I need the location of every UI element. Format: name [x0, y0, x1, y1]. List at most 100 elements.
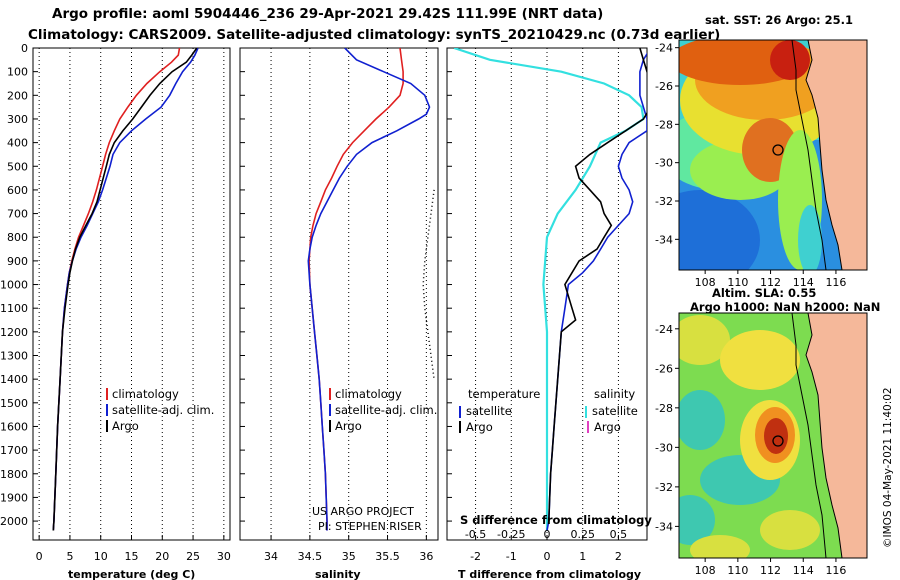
lon-tick-label: 112: [760, 564, 781, 577]
x-tick-label: 34.5: [298, 550, 323, 563]
lat-tick-label: -26: [655, 362, 673, 375]
depth-tick-label: 1900: [0, 491, 28, 504]
sst-map-title: sat. SST: 26 Argo: 25.1: [705, 13, 853, 27]
x-tick-label: 20: [155, 550, 169, 563]
x-top-tick-label: 0: [544, 528, 551, 541]
lon-tick-label: 116: [825, 564, 846, 577]
x-top-tick-label: 0.25: [570, 528, 595, 541]
legend-t-satellite: satellite: [466, 404, 512, 418]
legend-salinity-heading: salinity: [594, 387, 635, 401]
salinity-credit-line-1: US ARGO PROJECT: [312, 505, 414, 518]
lon-tick-label: 110: [727, 564, 748, 577]
sst-map-coastline: [805, 40, 867, 270]
lat-tick-label: -28: [655, 118, 673, 131]
salinity-panel: 34 34.5 35 35.5 36 salinity US ARGO PROJECT …: [239, 47, 439, 580]
sst-argo-position-marker: [772, 144, 784, 156]
x-tick-label: -1: [506, 550, 517, 563]
temp-satellite-line: [52, 48, 199, 531]
x-tick-label: -2: [470, 550, 481, 563]
t-difference-axis-label: T difference from climatology: [458, 568, 641, 580]
depth-tick-label: 1000: [0, 279, 28, 292]
lat-tick-label: -32: [655, 481, 673, 494]
depth-tick-label: 600: [7, 184, 28, 197]
lat-tick-label: -28: [655, 402, 673, 415]
sla-map-title-1: Altim. SLA: 0.55: [712, 286, 816, 300]
lat-tick-label: -34: [655, 520, 673, 533]
x-tick-label: 0: [36, 550, 43, 563]
difference-legend: temperature satellite Argo salinity sate…: [459, 387, 638, 434]
x-tick-label: 35: [342, 550, 356, 563]
depth-tick-label: 1800: [0, 468, 28, 481]
sla-argo-position-marker: [772, 435, 784, 447]
lat-tick-label: -32: [655, 195, 673, 208]
depth-tick-label: 1200: [0, 326, 28, 339]
sla-map-isobath: [791, 313, 827, 558]
sla-map-title-2: Argo h1000: NaN h2000: NaN: [690, 300, 880, 314]
s-difference-axis-label: S difference from climatology: [460, 513, 652, 527]
lon-tick-label: 112: [760, 276, 781, 289]
salinity-axis-label: salinity: [315, 568, 361, 580]
sal-climatology-line: [308, 48, 404, 531]
salinity-legend: climatology satellite-adj. clim. Argo: [329, 387, 437, 433]
depth-tick-label: 1500: [0, 397, 28, 410]
x-top-tick-label: -0.5: [465, 528, 486, 541]
depth-tick-label: 1300: [0, 350, 28, 363]
lat-tick-label: -24: [655, 323, 673, 336]
x-tick-label: 5: [66, 550, 73, 563]
legend-temperature-heading: temperature: [468, 387, 540, 401]
depth-tick-label: 700: [7, 208, 28, 221]
depth-axis: 0 100 200 300 400 500 600 700 800 900 1000 1100 1200…: [0, 42, 28, 528]
depth-tick-label: 1100: [0, 302, 28, 315]
sst-map-frame: [678, 39, 868, 271]
x-tick-label: 0: [544, 550, 551, 563]
imos-credit: ©IMOS 04-May-2021 11:40:02: [882, 387, 894, 548]
lon-tick-label: 108: [695, 564, 716, 577]
legend-t-argo: Argo: [466, 420, 493, 434]
depth-tick-label: 1400: [0, 373, 28, 386]
diff-temp-argo-line: [548, 48, 647, 522]
depth-tick-label: 500: [7, 160, 28, 173]
x-top-tick-label: -0.25: [497, 528, 525, 541]
sst-map-isobath: [791, 40, 827, 270]
depth-tick-label: 2000: [0, 515, 28, 528]
legend-climatology: climatology: [112, 387, 179, 401]
x-tick-label: 15: [125, 550, 139, 563]
lon-tick-label: 114: [793, 564, 814, 577]
difference-panel: -2 -1 0 1 2 -0.5 -0.25 0 0.25 0.5 S difference fr…: [446, 47, 652, 580]
depth-tick-label: 800: [7, 231, 28, 244]
x-tick-label: 35.5: [375, 550, 400, 563]
sla-map-frame: [678, 312, 868, 559]
temperature-legend: climatology satellite-adj. clim. Argo: [106, 387, 214, 433]
sla-map-coastline: [805, 313, 867, 558]
legend-s-argo: Argo: [594, 420, 621, 434]
lon-tick-label: 108: [695, 276, 716, 289]
sla-map: -24 -26 -28 -30 -32 -34 108 110 112 114 116: [655, 312, 868, 577]
diff-temp-satellite-line: [546, 52, 647, 531]
legend-argo: Argo: [112, 419, 139, 433]
depth-tick-label: 1700: [0, 444, 28, 457]
temperature-axis-label: temperature (deg C): [68, 568, 195, 580]
temp-climatology-line: [52, 48, 181, 531]
legend-climatology: climatology: [335, 387, 402, 401]
legend-satellite-adj: satellite-adj. clim.: [112, 403, 214, 417]
diff-sal-satellite-line: [453, 48, 645, 531]
lat-tick-label: -26: [655, 80, 673, 93]
depth-tick-label: 0: [21, 42, 28, 55]
legend-argo: Argo: [335, 419, 362, 433]
x-tick-label: 1: [579, 550, 586, 563]
x-tick-label: 25: [186, 550, 200, 563]
depth-tick-label: 400: [7, 137, 28, 150]
temperature-panel: 0 5 10 15 20 25 30 temperature (deg C): [32, 47, 231, 580]
depth-tick-label: 900: [7, 255, 28, 268]
sst-map: sat. SST: 26 Argo: 25.1 -24 -26 -28 -30 -32 -…: [655, 13, 868, 289]
lat-tick-label: -30: [655, 157, 673, 170]
title-line-1: Argo profile: aoml 5904446_236 29-Apr-20…: [52, 6, 604, 22]
salinity-credit-line-2: PI: STEPHEN RISER: [318, 520, 422, 533]
legend-satellite-adj: satellite-adj. clim.: [335, 403, 437, 417]
temp-argo-line: [52, 48, 198, 531]
depth-tick-label: 100: [7, 66, 28, 79]
sal-satellite-line: [307, 48, 431, 531]
x-tick-label: 2: [615, 550, 622, 563]
depth-tick-label: 1600: [0, 420, 28, 433]
